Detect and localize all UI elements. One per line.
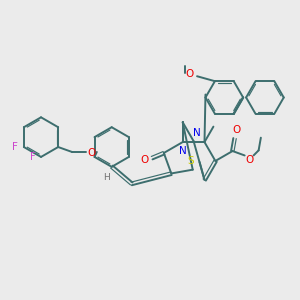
Text: S: S <box>188 156 194 166</box>
Text: O: O <box>245 155 254 165</box>
Text: O: O <box>141 155 149 165</box>
Text: N: N <box>179 146 187 156</box>
Text: H: H <box>103 173 110 182</box>
Text: N: N <box>193 128 200 138</box>
Text: O: O <box>232 125 241 135</box>
Text: F: F <box>30 152 36 162</box>
Text: F: F <box>12 142 18 152</box>
Text: O: O <box>185 69 193 79</box>
Text: O: O <box>88 148 96 158</box>
